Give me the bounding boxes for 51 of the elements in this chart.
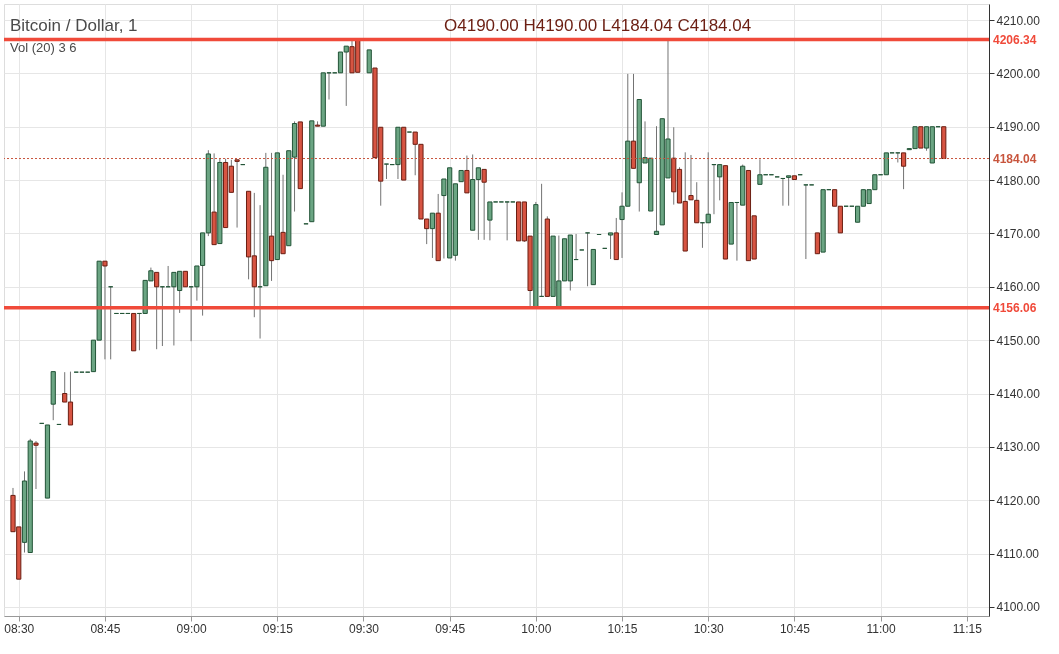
- y-tick-label: 4150.00: [996, 333, 1041, 348]
- ref-line-label: 4206.34: [993, 32, 1037, 47]
- candlestick: [366, 49, 372, 74]
- candlestick: [584, 232, 591, 287]
- x-tick-label: 11:15: [952, 621, 983, 636]
- ref-line-label: 4156.06: [993, 300, 1037, 315]
- y-tick-label: 4110.00: [996, 547, 1040, 562]
- y-tick-label: 4120.00: [996, 493, 1041, 508]
- y-tick-label: 4200.00: [996, 66, 1041, 81]
- candlestick: [504, 201, 510, 241]
- candlestick: [786, 175, 792, 207]
- y-tick-label: 4170.00: [996, 226, 1041, 241]
- candlestick: [653, 125, 660, 235]
- y-tick-label: 4100.00: [996, 600, 1041, 615]
- annotation: Vol (20) 3 6: [10, 40, 77, 55]
- candlestick: [688, 154, 694, 201]
- candlestick: [918, 126, 924, 149]
- candlestick: [464, 155, 470, 194]
- x-tick-label: 09:15: [262, 621, 294, 636]
- x-tick-label: 10:45: [779, 621, 811, 636]
- y-tick-label: 4180.00: [996, 173, 1041, 188]
- x-tick-label: 10:15: [607, 621, 638, 636]
- x-tick-label: 09:30: [348, 621, 380, 636]
- candlestick: [102, 260, 108, 360]
- x-tick-label: 09:45: [435, 621, 466, 636]
- x-tick-label: 08:30: [4, 621, 35, 636]
- y-tick-label: 4140.00: [996, 387, 1041, 401]
- x-tick-label: 09:00: [176, 621, 207, 636]
- candlestick: [694, 181, 700, 224]
- x-tick-label: 10:00: [521, 621, 552, 636]
- ref-line-label: 4184.04: [993, 151, 1037, 166]
- annotation: O4190.00 H4190.00 L4184.04 C4184.04: [444, 16, 752, 35]
- candlestick: [900, 152, 907, 190]
- x-tick-label: 11:00: [866, 621, 896, 636]
- text: Bitcoin / Dollar, 1: [10, 16, 138, 35]
- candlestick: [383, 163, 390, 180]
- candlestick: [481, 168, 487, 241]
- candlestick: [803, 184, 809, 260]
- candlestick: [429, 212, 436, 259]
- candlestick: [280, 174, 286, 255]
- y-tick-label: 4160.00: [996, 280, 1041, 295]
- candlestick: [33, 440, 39, 490]
- y-tick-label: 4210.00: [996, 13, 1041, 28]
- candlestick: [234, 159, 240, 229]
- candlestick: [607, 232, 614, 260]
- candlestick: [154, 271, 160, 350]
- y-tick-label: 4130.00: [996, 440, 1041, 455]
- x-tick-label: 10:30: [693, 621, 725, 636]
- candlestick: [814, 232, 820, 255]
- x-tick-label: 08:45: [90, 621, 121, 636]
- y-tick-label: 4190.00: [996, 120, 1041, 135]
